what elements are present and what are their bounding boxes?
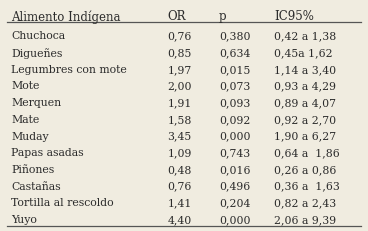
Text: 3,45: 3,45 [167, 131, 192, 141]
Text: OR: OR [167, 10, 186, 23]
Text: 0,093: 0,093 [219, 98, 250, 108]
Text: Legumbres con mote: Legumbres con mote [11, 64, 127, 74]
Text: 0,634: 0,634 [219, 48, 250, 58]
Text: 0,073: 0,073 [219, 81, 250, 91]
Text: 0,380: 0,380 [219, 31, 251, 41]
Text: 0,85: 0,85 [167, 48, 192, 58]
Text: Muday: Muday [11, 131, 49, 141]
Text: Digueñes: Digueñes [11, 48, 63, 59]
Text: 2,00: 2,00 [167, 81, 192, 91]
Text: 0,743: 0,743 [219, 148, 250, 158]
Text: 0,26 a 0,86: 0,26 a 0,86 [274, 164, 336, 174]
Text: Tortilla al rescoldo: Tortilla al rescoldo [11, 198, 114, 207]
Text: 0,76: 0,76 [167, 31, 192, 41]
Text: IC95%: IC95% [274, 10, 314, 23]
Text: 1,90 a 6,27: 1,90 a 6,27 [274, 131, 336, 141]
Text: 0,82 a 2,43: 0,82 a 2,43 [274, 198, 336, 207]
Text: 2,06 a 9,39: 2,06 a 9,39 [274, 214, 336, 224]
Text: 0,204: 0,204 [219, 198, 250, 207]
Text: 0,45a 1,62: 0,45a 1,62 [274, 48, 333, 58]
Text: Merquen: Merquen [11, 98, 61, 108]
Text: Mote: Mote [11, 81, 39, 91]
Text: 1,14 a 3,40: 1,14 a 3,40 [274, 64, 336, 74]
Text: 4,40: 4,40 [167, 214, 192, 224]
Text: Castañas: Castañas [11, 181, 61, 191]
Text: Piñones: Piñones [11, 164, 54, 174]
Text: 0,000: 0,000 [219, 214, 251, 224]
Text: 0,64 a  1,86: 0,64 a 1,86 [274, 148, 340, 158]
Text: Mate: Mate [11, 114, 39, 124]
Text: 0,36 a  1,63: 0,36 a 1,63 [274, 181, 340, 191]
Text: Yuyo: Yuyo [11, 214, 37, 224]
Text: 0,496: 0,496 [219, 181, 250, 191]
Text: 1,09: 1,09 [167, 148, 192, 158]
Text: 0,42 a 1,38: 0,42 a 1,38 [274, 31, 336, 41]
Text: 0,76: 0,76 [167, 181, 192, 191]
Text: 0,092: 0,092 [219, 114, 250, 124]
Text: 0,93 a 4,29: 0,93 a 4,29 [274, 81, 336, 91]
Text: Papas asadas: Papas asadas [11, 148, 84, 158]
Text: 0,015: 0,015 [219, 64, 250, 74]
Text: 1,91: 1,91 [167, 98, 192, 108]
Text: 1,41: 1,41 [167, 198, 192, 207]
Text: Chuchoca: Chuchoca [11, 31, 65, 41]
Text: 0,92 a 2,70: 0,92 a 2,70 [274, 114, 336, 124]
Text: 1,58: 1,58 [167, 114, 192, 124]
Text: 0,016: 0,016 [219, 164, 251, 174]
Text: 1,97: 1,97 [167, 64, 192, 74]
Text: 0,000: 0,000 [219, 131, 251, 141]
Text: 0,89 a 4,07: 0,89 a 4,07 [274, 98, 336, 108]
Text: Alimento Indígena: Alimento Indígena [11, 10, 121, 24]
Text: p: p [219, 10, 227, 23]
Text: 0,48: 0,48 [167, 164, 192, 174]
